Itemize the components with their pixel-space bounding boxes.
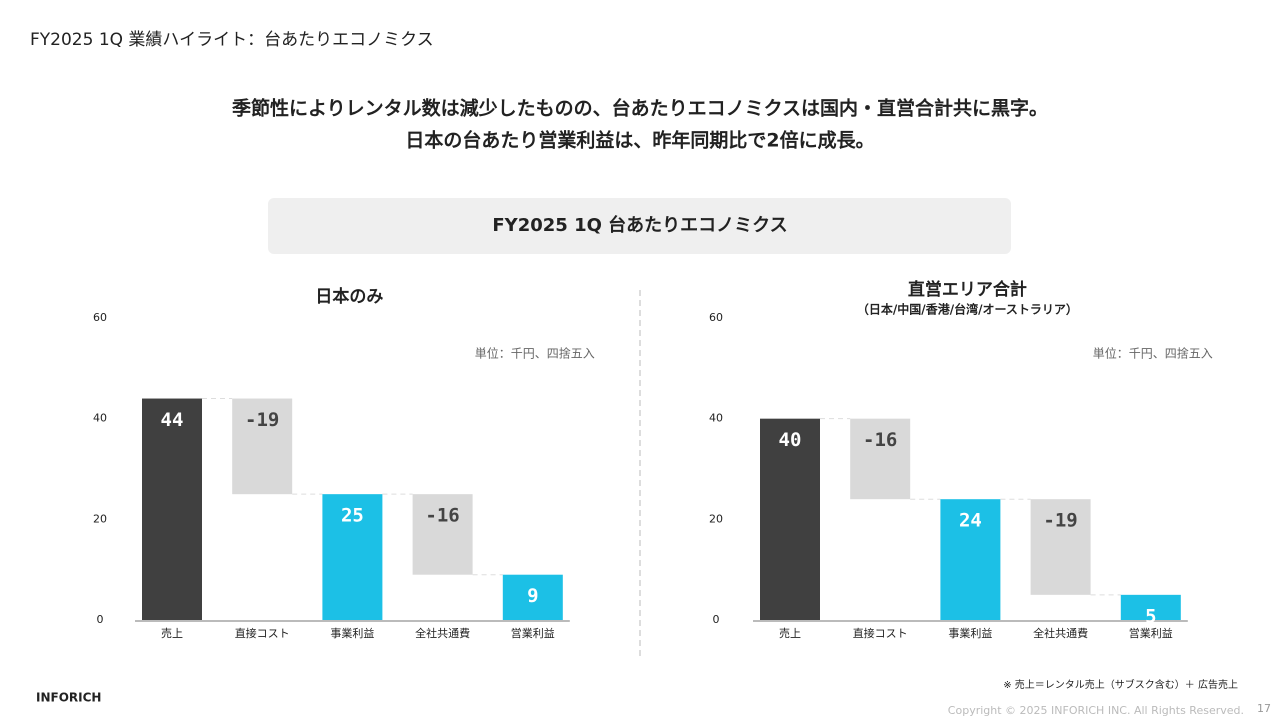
value-label: -19: [245, 409, 279, 431]
y-tick-label: 0: [97, 613, 104, 626]
y-tick-label: 40: [93, 412, 107, 425]
bar: [760, 418, 820, 620]
x-tick-label: 事業利益: [948, 626, 992, 640]
company: INFORICH: [36, 691, 101, 705]
headline: 日本の台あたり営業利益は、昨年同期比で2倍に成長。: [405, 129, 874, 152]
value-label: 9: [527, 585, 538, 607]
chart-title: 日本のみ: [315, 286, 383, 307]
bar: [412, 494, 473, 575]
y-tick-label: 0: [713, 613, 720, 626]
x-tick-label: 売上: [161, 627, 183, 640]
value-label: 5: [1145, 605, 1156, 627]
chart-subtitle: （日本/中国/香港/台湾/オーストラリア）: [857, 302, 1078, 317]
y-tick-label: 60: [93, 311, 107, 324]
bar: [1030, 499, 1091, 595]
page-number: 17: [1257, 702, 1271, 715]
bar: [1120, 594, 1181, 620]
x-tick-label: 直接コスト: [235, 626, 290, 640]
bar: [850, 418, 911, 500]
bar: [322, 494, 383, 620]
value-label: -19: [1043, 510, 1077, 532]
x-tick-label: 営業利益: [1129, 626, 1173, 640]
bar: [940, 499, 1001, 620]
y-tick-label: 40: [709, 412, 723, 425]
value-label: -16: [425, 505, 459, 527]
x-tick-label: 全社共通費: [1033, 626, 1088, 640]
section-title: FY2025 1Q 台あたりエコノミクス: [492, 214, 787, 236]
unit-note: 単位：千円、四捨五入: [475, 346, 595, 361]
x-tick-label: 売上: [779, 627, 801, 640]
value-label: 44: [161, 409, 184, 431]
x-tick-label: 直接コスト: [853, 626, 908, 640]
value-label: 25: [341, 505, 364, 527]
unit-note: 単位：千円、四捨五入: [1093, 346, 1213, 361]
value-label: 40: [779, 429, 802, 451]
bar: [142, 398, 202, 620]
copyright: Copyright © 2025 INFORICH INC. All Right…: [948, 704, 1244, 717]
section-box: [268, 198, 1011, 254]
header-title: FY2025 1Q 業績ハイライト：台あたりエコノミクス: [30, 30, 434, 50]
headline: 季節性によりレンタル数は減少したものの、台あたりエコノミクスは国内・直営合計共に…: [232, 97, 1048, 120]
x-tick-label: 営業利益: [511, 626, 555, 640]
bar: [232, 398, 293, 495]
x-tick-label: 事業利益: [330, 626, 374, 640]
y-tick-label: 20: [93, 512, 107, 525]
chart-title: 直営エリア合計: [908, 279, 1027, 300]
y-tick-label: 20: [709, 512, 723, 525]
bar: [502, 574, 563, 620]
x-tick-label: 全社共通費: [415, 626, 470, 640]
footnote: ※ 売上＝レンタル売上（サブスク含む）＋ 広告売上: [1003, 678, 1238, 691]
y-tick-label: 60: [709, 311, 723, 324]
value-label: 24: [959, 510, 982, 532]
value-label: -16: [863, 429, 897, 451]
